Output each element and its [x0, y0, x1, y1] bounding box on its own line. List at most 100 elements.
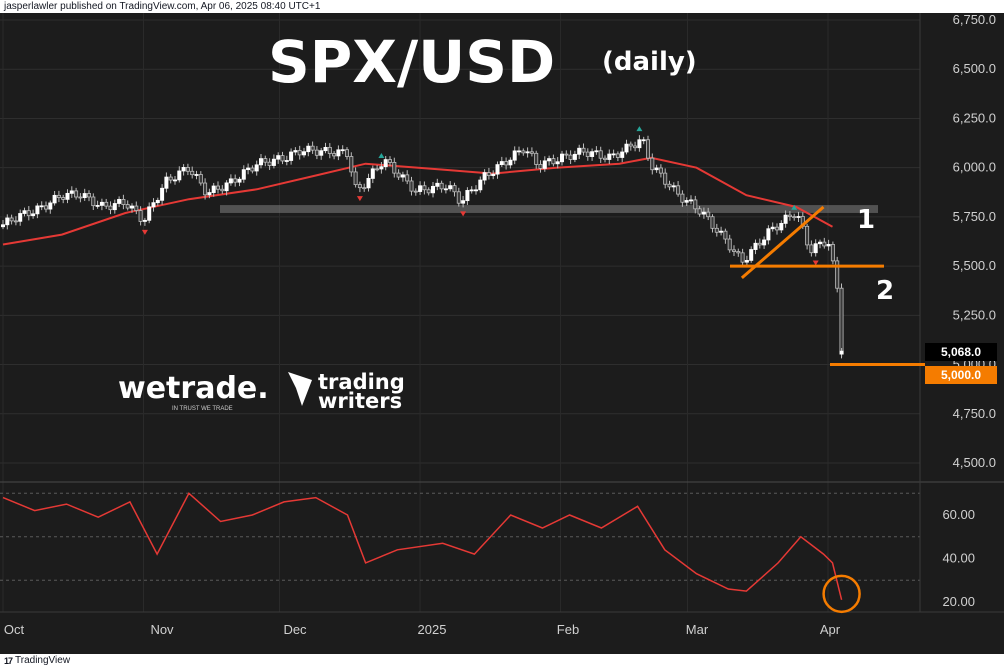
time-axis[interactable]: Oct Nov Dec 2025 Feb Mar Apr: [4, 622, 841, 637]
candle-body: [138, 210, 143, 222]
candle-body: [512, 150, 517, 161]
candle-body: [74, 190, 79, 198]
trading-writers-logo: trading writers: [288, 370, 405, 413]
candle-body: [517, 150, 522, 153]
candle-body: [809, 244, 814, 254]
candle-body: [633, 145, 638, 149]
candle-body: [547, 158, 552, 162]
candle-body: [564, 153, 569, 156]
candle-body: [22, 210, 27, 214]
footer-brand[interactable]: TradingView: [15, 655, 71, 666]
rsi-tick-label: 40.00: [942, 551, 975, 566]
chart-area[interactable]: 4,500.0 4,750.0 5,000.0 5,250.0 5,500.0 5,750…: [0, 13, 1004, 654]
candle-body: [224, 182, 229, 192]
candle-body: [710, 216, 715, 229]
candle-body: [121, 199, 126, 205]
rsi-layer: [2, 492, 861, 614]
candle-body: [0, 224, 6, 228]
candle-body: [310, 145, 315, 151]
candle-body: [125, 204, 130, 209]
candle-body: [284, 160, 289, 162]
candle-body: [52, 194, 57, 204]
candle-body: [233, 178, 238, 183]
time-tick-label: Mar: [686, 622, 709, 637]
candle-body: [61, 197, 66, 200]
candle-body: [744, 260, 749, 263]
candle-body: [736, 251, 741, 254]
candle-body: [486, 172, 491, 176]
candle-body: [818, 241, 823, 245]
candle-body: [400, 174, 405, 178]
candle-body: [48, 202, 53, 210]
candle-body: [663, 172, 668, 185]
candle-body: [693, 199, 698, 210]
price-tick-label: 5,250.0: [953, 307, 996, 322]
candle-body: [594, 150, 599, 153]
candle-body: [628, 143, 633, 147]
candle-body: [323, 146, 328, 152]
candle-body: [839, 287, 844, 355]
candle-body: [155, 199, 160, 204]
candle-body: [504, 161, 509, 166]
candle-body: [624, 143, 629, 153]
trading-writers-icon: [288, 372, 312, 406]
candle-body: [18, 213, 23, 222]
rsi-axis[interactable]: 20.00 40.00 60.00: [942, 507, 975, 609]
markers-layer: [141, 126, 819, 266]
annotation-label-1: 1: [857, 205, 875, 235]
candle-body: [65, 192, 70, 200]
trading-writers-line2: writers: [318, 389, 402, 413]
candle-body: [615, 153, 620, 158]
moving-average-layer: [2, 156, 833, 246]
candle-body: [439, 182, 444, 190]
candle-body: [332, 153, 337, 157]
candle-body: [207, 192, 212, 196]
candle-body: [607, 153, 612, 160]
candle-body: [581, 147, 586, 153]
time-tick-label: Dec: [283, 622, 307, 637]
candle-body: [134, 205, 139, 211]
candle-body: [456, 191, 461, 204]
candle-body: [740, 252, 745, 263]
chart-background: [0, 13, 1004, 654]
candle-body: [258, 158, 263, 166]
candle-body: [250, 167, 255, 172]
candle-body: [177, 170, 182, 181]
candle-body: [151, 202, 156, 208]
candle-body: [723, 230, 728, 240]
candle-body: [344, 149, 349, 157]
candle-body: [147, 206, 152, 221]
price-tick-label: 5,750.0: [953, 209, 996, 224]
candle-body: [542, 160, 547, 169]
candle-body: [529, 151, 534, 154]
candle-body: [409, 180, 414, 192]
candle-body: [336, 149, 341, 157]
candle-body: [757, 242, 762, 246]
candle-body: [375, 168, 380, 171]
candle-body: [198, 174, 203, 184]
swing-low-marker: [460, 211, 467, 217]
level-5000-badge-bg: [925, 366, 997, 384]
candle-body: [319, 150, 324, 156]
candle-body: [826, 243, 831, 247]
candle-body: [491, 173, 496, 176]
candle-body: [783, 214, 788, 224]
chart-svg[interactable]: 4,500.0 4,750.0 5,000.0 5,250.0 5,500.0 5,750…: [0, 13, 1004, 654]
candle-body: [590, 151, 595, 157]
tradingview-logo-icon: 17: [4, 655, 13, 666]
candle-body: [9, 217, 14, 222]
candle-body: [521, 150, 526, 154]
candle-body: [499, 161, 504, 166]
candle-body: [671, 185, 676, 188]
candle-body: [465, 190, 470, 202]
swing-high-marker: [791, 204, 798, 210]
candle-body: [383, 159, 388, 168]
candle-body: [598, 150, 603, 159]
candle-body: [620, 151, 625, 158]
candle-body: [185, 167, 190, 172]
candle-body: [13, 220, 18, 223]
candle-body: [443, 188, 448, 191]
candle-body: [779, 222, 784, 231]
candle-body: [392, 162, 397, 174]
candle-body: [181, 167, 186, 172]
